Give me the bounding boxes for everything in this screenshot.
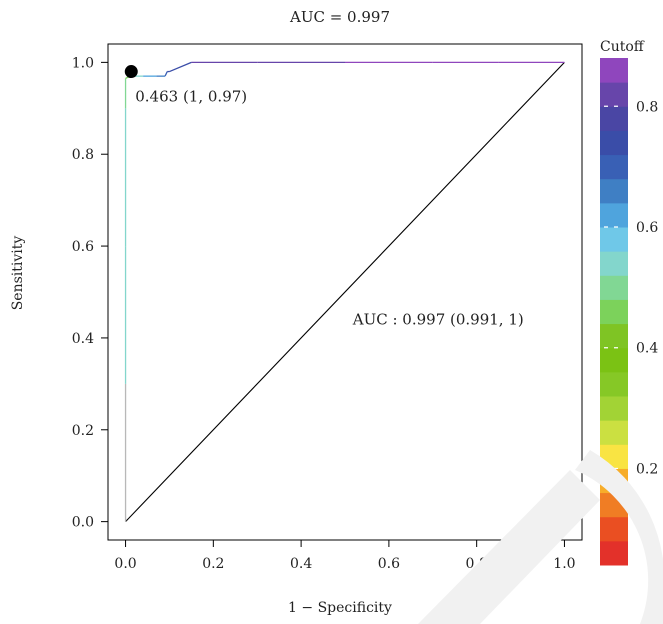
x-tick-label: 0.2 <box>202 556 224 572</box>
colorbar-swatch <box>600 420 628 445</box>
y-tick-label: 0.8 <box>72 147 94 163</box>
y-tick-label: 1.0 <box>72 55 94 71</box>
colorbar-tick-label: 0.8 <box>636 99 658 115</box>
y-tick-label: 0.2 <box>72 423 94 439</box>
colorbar-swatch <box>600 540 628 566</box>
colorbar-swatch <box>600 106 628 131</box>
optimal-point-label: 0.463 (1, 0.97) <box>135 88 247 106</box>
reference-line <box>125 61 565 523</box>
colorbar-swatch <box>600 371 628 397</box>
optimal-point <box>124 65 138 79</box>
colorbar-tick-label: 0.6 <box>636 220 658 236</box>
y-tick-label: 0.4 <box>72 331 94 347</box>
y-axis-label: Sensitivity <box>10 236 26 311</box>
colorbar-swatch <box>600 82 628 107</box>
plot-area: 0.0 0.2 0.4 0.6 0.8 1.0 0.0 0.2 0.4 0.6 0.8 1.0 <box>72 43 583 572</box>
auc-annotation: AUC : 0.997 (0.991, 1) <box>352 311 524 329</box>
chart-title: AUC = 0.997 <box>289 8 390 26</box>
x-tick-label: 1.0 <box>553 556 575 572</box>
x-tick-label: 0.4 <box>290 556 312 572</box>
roc-curve-segment <box>169 61 192 73</box>
colorbar-swatch <box>600 468 628 494</box>
colorbar-swatch <box>600 227 628 252</box>
colorbar-swatch <box>600 275 628 300</box>
x-tick-label: 0.0 <box>114 556 136 572</box>
colorbar-swatch <box>600 516 628 542</box>
colorbar-swatch <box>600 251 628 276</box>
colorbar-swatch <box>600 492 628 518</box>
colorbar-tick-label: 0.4 <box>636 341 658 357</box>
roc-curve-segment <box>164 71 168 77</box>
colorbar-swatch <box>600 130 628 156</box>
colorbar-swatch <box>600 58 628 83</box>
plot-frame <box>107 43 583 541</box>
colorbar-swatch <box>600 202 628 228</box>
colorbar-swatch <box>600 323 628 349</box>
colorbar-swatch <box>600 178 628 204</box>
colorbar-swatch <box>600 299 628 325</box>
colorbar-swatch <box>600 347 628 373</box>
colorbar-swatch <box>600 154 628 180</box>
colorbar-title: Cutoff <box>600 39 645 55</box>
colorbar-swatch <box>600 444 628 469</box>
colorbar-tick-label: 0.2 <box>636 461 658 477</box>
colorbar-swatch <box>600 396 628 421</box>
colorbar: 0.2 0.4 0.6 0.8 <box>600 58 658 566</box>
x-axis-label: 1 − Specificity <box>288 600 392 616</box>
x-tick-label: 0.8 <box>466 556 488 572</box>
x-tick-label: 0.6 <box>378 556 400 572</box>
y-tick-label: 0.0 <box>72 515 94 531</box>
y-tick-label: 0.6 <box>72 239 94 255</box>
